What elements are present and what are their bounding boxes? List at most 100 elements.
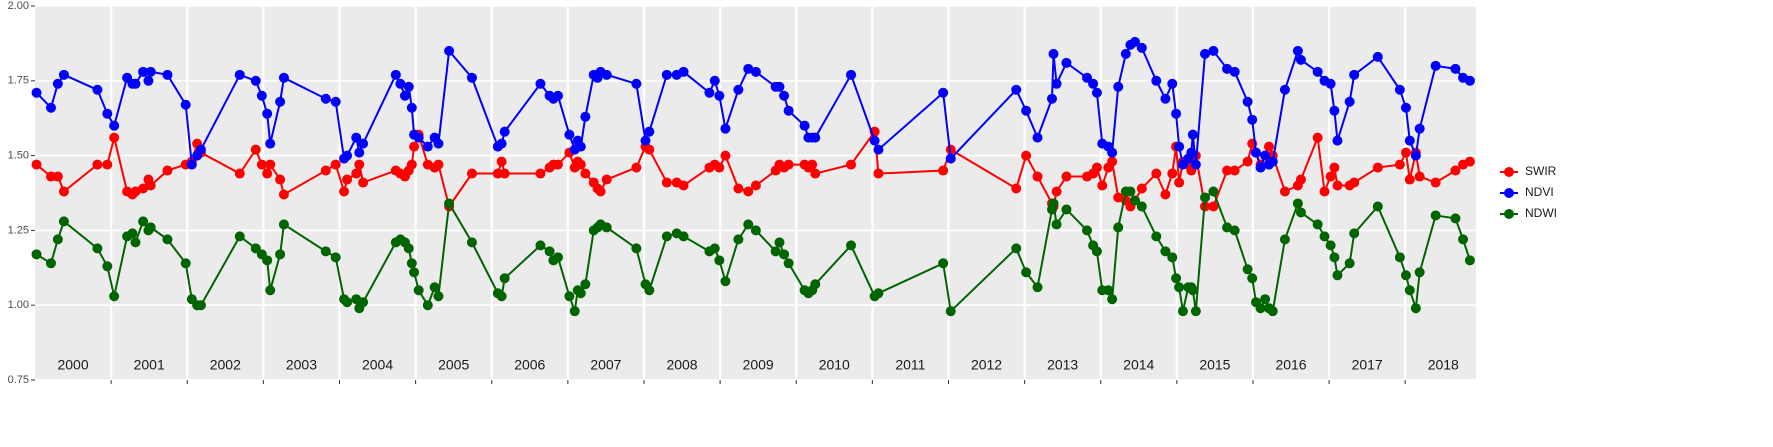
data-point <box>704 87 715 98</box>
data-point <box>1171 108 1182 119</box>
data-point <box>1242 96 1253 107</box>
x-tick-label: 2009 <box>743 357 774 373</box>
data-point <box>1312 219 1323 230</box>
data-point <box>1129 195 1140 206</box>
data-point <box>1048 48 1059 59</box>
data-point <box>810 168 821 179</box>
x-tick-label: 2007 <box>590 357 621 373</box>
data-point <box>945 306 956 317</box>
data-point <box>1404 285 1415 296</box>
data-point <box>466 168 477 179</box>
data-point <box>256 159 267 170</box>
data-point <box>1410 150 1421 161</box>
data-point <box>783 258 794 269</box>
data-point <box>678 231 689 242</box>
data-point <box>320 165 331 176</box>
data-point <box>92 84 103 95</box>
data-point <box>138 66 149 77</box>
data-point <box>1208 45 1219 56</box>
data-point <box>733 183 744 194</box>
data-point <box>278 219 289 230</box>
data-point <box>1021 267 1032 278</box>
data-point <box>575 288 586 299</box>
data-point <box>1167 78 1178 89</box>
data-point <box>1113 192 1124 203</box>
data-point <box>678 180 689 191</box>
data-point <box>250 243 261 254</box>
data-point <box>145 180 156 191</box>
data-point <box>1394 84 1405 95</box>
data-point <box>320 246 331 257</box>
data-point <box>1247 114 1258 125</box>
y-tick-label: 2.00 <box>8 0 29 12</box>
data-point <box>1186 147 1197 158</box>
data-point <box>631 243 642 254</box>
data-point <box>180 258 191 269</box>
data-point <box>575 159 586 170</box>
y-tick-label: 1.75 <box>8 75 29 87</box>
data-point <box>1113 222 1124 233</box>
data-point <box>1051 219 1062 230</box>
data-point <box>1312 132 1323 143</box>
data-point <box>466 237 477 248</box>
data-point <box>45 171 56 182</box>
data-point <box>1011 84 1022 95</box>
x-tick-label: 2011 <box>895 357 925 373</box>
data-point <box>138 216 149 227</box>
data-point <box>1410 303 1421 314</box>
data-point <box>1394 159 1405 170</box>
data-point <box>938 165 949 176</box>
x-tick-label: 2000 <box>57 357 88 373</box>
data-point <box>1319 186 1330 197</box>
legend-label: NDWI <box>1525 206 1557 220</box>
data-point <box>429 282 440 293</box>
data-point <box>354 159 365 170</box>
data-point <box>354 147 365 158</box>
x-tick-label: 2018 <box>1428 357 1459 373</box>
data-point <box>130 78 141 89</box>
data-point <box>162 165 173 176</box>
data-point <box>275 174 286 185</box>
data-point <box>1174 282 1185 293</box>
data-point <box>1372 162 1383 173</box>
data-point <box>351 168 362 179</box>
data-point <box>330 252 341 263</box>
data-point <box>444 45 455 56</box>
data-point <box>1430 210 1441 221</box>
data-point <box>1088 78 1099 89</box>
data-point <box>406 102 417 113</box>
data-point <box>109 132 120 143</box>
data-point <box>1200 48 1211 59</box>
data-point <box>1021 150 1032 161</box>
data-point <box>1394 252 1405 263</box>
data-point <box>720 276 731 287</box>
data-point <box>58 186 69 197</box>
data-point <box>422 300 433 311</box>
data-point <box>595 186 606 197</box>
data-point <box>1082 225 1093 236</box>
data-point <box>186 159 197 170</box>
data-point <box>102 261 113 272</box>
data-point <box>779 249 790 260</box>
data-point <box>1051 186 1062 197</box>
data-point <box>750 225 761 236</box>
data-point <box>1414 123 1425 134</box>
data-point <box>1061 171 1072 182</box>
data-point <box>945 144 956 155</box>
data-point <box>1329 252 1340 263</box>
data-point <box>1222 165 1233 176</box>
data-point <box>265 285 276 296</box>
data-point <box>873 288 884 299</box>
data-point <box>774 81 785 92</box>
data-point <box>496 156 507 167</box>
data-point <box>330 159 341 170</box>
data-point <box>162 234 173 245</box>
data-point <box>1349 228 1360 239</box>
data-point <box>1061 57 1072 68</box>
x-tick-label: 2001 <box>134 357 165 373</box>
data-point <box>234 231 245 242</box>
data-point <box>1136 42 1147 53</box>
data-point <box>1464 156 1475 167</box>
data-point <box>330 96 341 107</box>
